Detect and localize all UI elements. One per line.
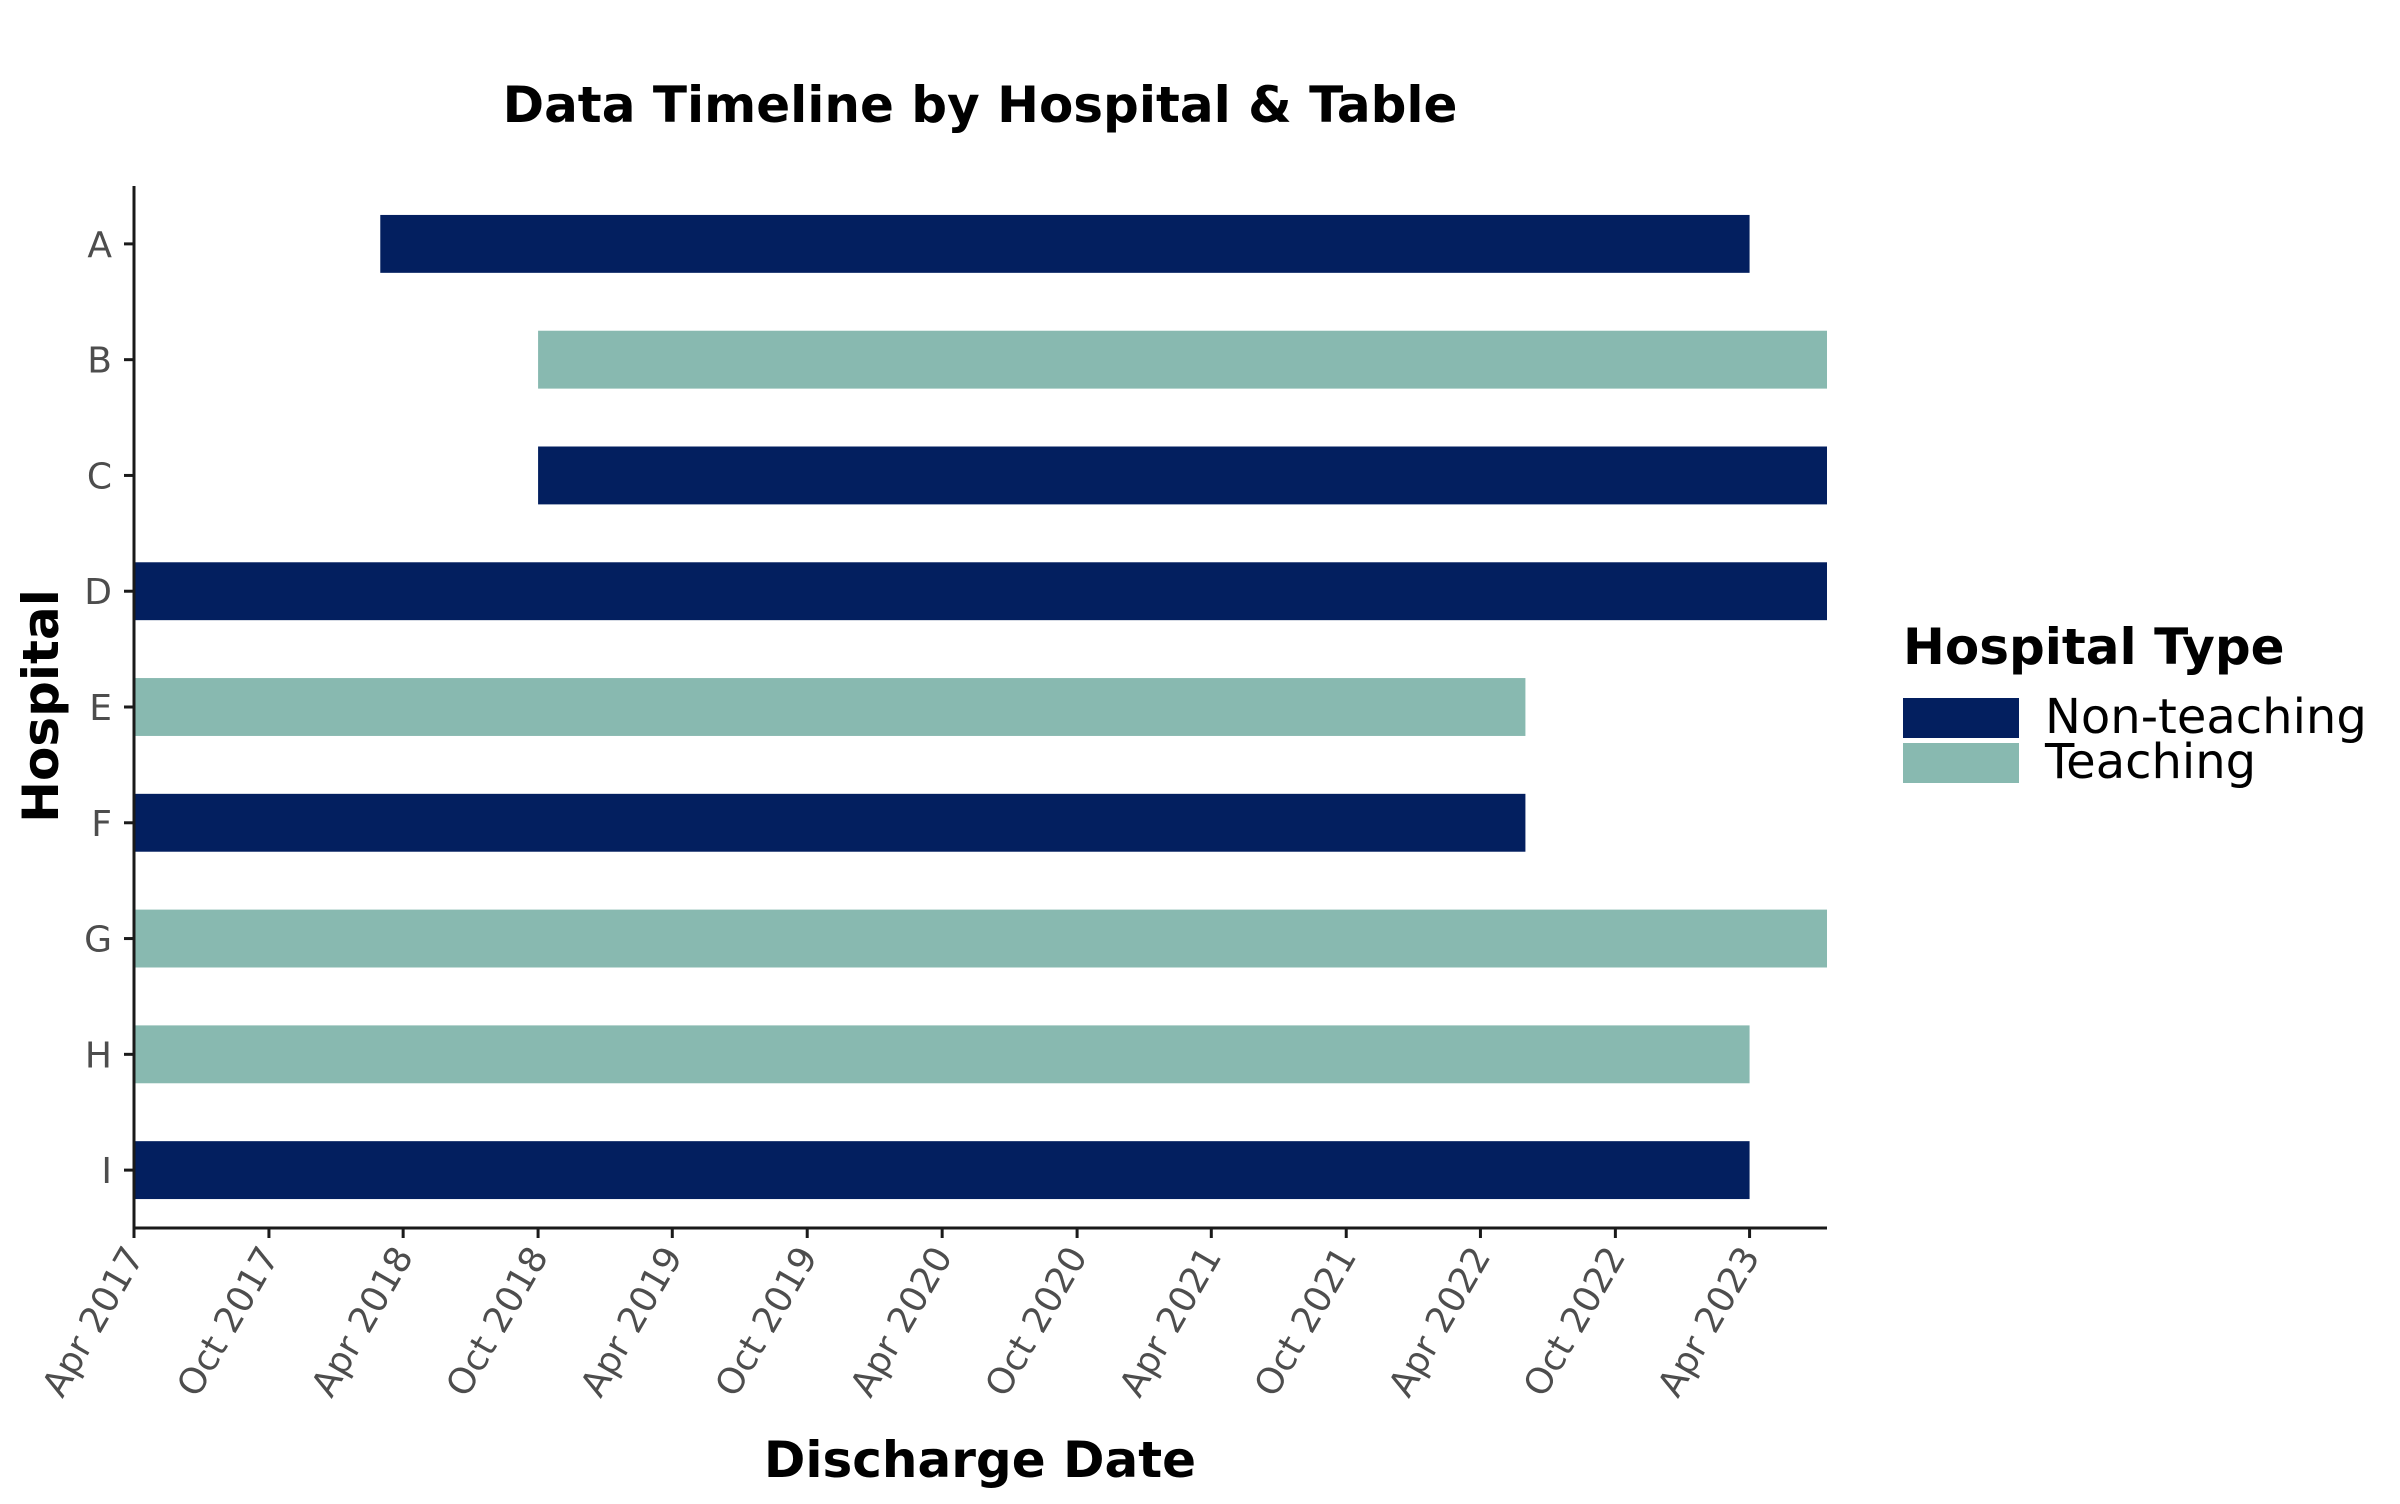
- y-ticks-layer: A B C D E F G H I: [84, 225, 134, 1192]
- x-tick-label: Apr 2021: [1112, 1240, 1230, 1404]
- y-tick-label: C: [87, 456, 112, 497]
- legend-title: Hospital Type: [1903, 618, 2285, 676]
- bar-H: [134, 1025, 1750, 1084]
- y-tick-label: G: [84, 920, 112, 961]
- x-tick-label: Oct 2021: [1247, 1240, 1365, 1404]
- bar-G: [134, 909, 1827, 968]
- x-tick-label: Oct 2022: [1516, 1240, 1634, 1404]
- x-tick-label: Apr 2023: [1650, 1240, 1768, 1404]
- legend-label-non-teaching: Non-teaching: [2045, 689, 2367, 745]
- x-tick-label: Apr 2017: [35, 1240, 153, 1404]
- bar-E: [134, 678, 1526, 736]
- x-tick-label: Oct 2020: [978, 1240, 1096, 1404]
- bar-B: [538, 330, 1827, 389]
- x-tick-label: Oct 2019: [708, 1240, 826, 1404]
- bar-C: [538, 446, 1827, 505]
- x-tick-label: Oct 2017: [170, 1240, 288, 1404]
- x-tick-label: Oct 2018: [439, 1240, 557, 1404]
- y-tick-label: D: [84, 572, 112, 613]
- y-tick-label: A: [87, 225, 112, 266]
- x-tick-label: Apr 2018: [304, 1240, 422, 1404]
- chart-title: Data Timeline by Hospital & Table: [503, 76, 1458, 134]
- y-tick-label: F: [91, 804, 112, 845]
- y-tick-label: E: [89, 688, 112, 729]
- y-tick-label: B: [87, 341, 112, 382]
- x-ticks-layer: Apr 2017 Oct 2017 Apr 2018 Oct 2018 Apr 2019…: [35, 1228, 1768, 1404]
- y-tick-label: H: [85, 1035, 112, 1076]
- bar-A: [380, 214, 1750, 273]
- legend-swatch-teaching: [1903, 743, 2019, 783]
- x-tick-label: Apr 2020: [843, 1240, 961, 1404]
- x-axis-title: Discharge Date: [764, 1431, 1196, 1489]
- y-tick-label: I: [101, 1151, 112, 1192]
- x-tick-label: Apr 2022: [1381, 1240, 1499, 1404]
- bar-F: [134, 793, 1526, 852]
- y-axis-title: Hospital: [12, 589, 70, 823]
- legend-label-teaching: Teaching: [2044, 734, 2256, 790]
- x-tick-label: Apr 2019: [573, 1240, 691, 1404]
- bar-I: [134, 1141, 1750, 1200]
- legend-swatch-non-teaching: [1903, 698, 2019, 738]
- bar-D: [134, 562, 1827, 621]
- bars-layer: [134, 214, 1827, 1200]
